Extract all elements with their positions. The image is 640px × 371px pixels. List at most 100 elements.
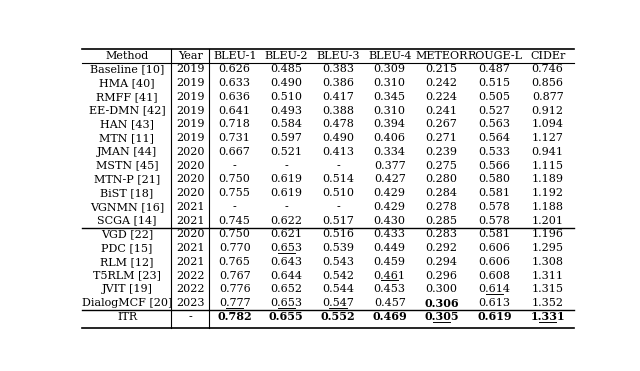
Text: 0.514: 0.514 (322, 174, 354, 184)
Text: 0.641: 0.641 (219, 106, 251, 116)
Text: BLEU-3: BLEU-3 (316, 51, 360, 61)
Text: 2022: 2022 (176, 285, 204, 295)
Text: MSTN [45]: MSTN [45] (95, 161, 158, 171)
Text: 2019: 2019 (176, 92, 204, 102)
Text: PDC [15]: PDC [15] (101, 243, 153, 253)
Text: 0.566: 0.566 (479, 161, 511, 171)
Text: -: - (188, 312, 192, 322)
Text: 0.580: 0.580 (479, 174, 511, 184)
Text: 0.777: 0.777 (219, 298, 250, 308)
Text: 0.750: 0.750 (219, 229, 251, 239)
Text: 0.755: 0.755 (219, 188, 251, 198)
Text: HMA [40]: HMA [40] (99, 78, 155, 88)
Text: 2021: 2021 (176, 257, 204, 267)
Text: METEOR: METEOR (415, 51, 468, 61)
Text: BLEU-4: BLEU-4 (368, 51, 412, 61)
Text: 0.597: 0.597 (271, 133, 302, 143)
Text: 2020: 2020 (176, 229, 204, 239)
Text: 2022: 2022 (176, 271, 204, 280)
Text: 0.285: 0.285 (426, 216, 458, 226)
Text: 0.271: 0.271 (426, 133, 458, 143)
Text: 0.306: 0.306 (424, 298, 459, 309)
Text: 0.633: 0.633 (219, 78, 251, 88)
Text: 0.750: 0.750 (219, 174, 251, 184)
Text: 0.267: 0.267 (426, 119, 458, 129)
Text: Year: Year (178, 51, 203, 61)
Text: 0.505: 0.505 (479, 92, 511, 102)
Text: JVIT [19]: JVIT [19] (102, 285, 152, 295)
Text: 2020: 2020 (176, 188, 204, 198)
Text: 0.294: 0.294 (426, 257, 458, 267)
Text: 0.215: 0.215 (426, 65, 458, 75)
Text: 0.449: 0.449 (374, 243, 406, 253)
Text: 0.430: 0.430 (374, 216, 406, 226)
Text: MTN-P [21]: MTN-P [21] (94, 174, 160, 184)
Text: 1.094: 1.094 (532, 119, 564, 129)
Text: BLEU-1: BLEU-1 (213, 51, 257, 61)
Text: 1.201: 1.201 (532, 216, 564, 226)
Text: 0.388: 0.388 (322, 106, 354, 116)
Text: 0.644: 0.644 (270, 271, 302, 280)
Text: 0.224: 0.224 (426, 92, 458, 102)
Text: 0.377: 0.377 (374, 161, 406, 171)
Text: Method: Method (106, 51, 148, 61)
Text: SCGA [14]: SCGA [14] (97, 216, 157, 226)
Text: 0.563: 0.563 (479, 119, 511, 129)
Text: VGD [22]: VGD [22] (101, 229, 153, 239)
Text: 0.490: 0.490 (322, 133, 354, 143)
Text: 0.614: 0.614 (479, 285, 511, 295)
Text: RLM [12]: RLM [12] (100, 257, 154, 267)
Text: 0.394: 0.394 (374, 119, 406, 129)
Text: 0.745: 0.745 (219, 216, 251, 226)
Text: 0.622: 0.622 (270, 216, 302, 226)
Text: 0.516: 0.516 (322, 229, 354, 239)
Text: 0.584: 0.584 (270, 119, 302, 129)
Text: 0.718: 0.718 (219, 119, 251, 129)
Text: 0.461: 0.461 (374, 271, 406, 280)
Text: 0.487: 0.487 (479, 65, 511, 75)
Text: 1.115: 1.115 (532, 161, 564, 171)
Text: 0.310: 0.310 (374, 106, 406, 116)
Text: 1.308: 1.308 (532, 257, 564, 267)
Text: 0.652: 0.652 (270, 285, 302, 295)
Text: Baseline [10]: Baseline [10] (90, 65, 164, 75)
Text: 0.776: 0.776 (219, 285, 250, 295)
Text: 0.383: 0.383 (322, 65, 354, 75)
Text: 0.515: 0.515 (479, 78, 511, 88)
Text: 0.621: 0.621 (270, 229, 302, 239)
Text: 0.296: 0.296 (426, 271, 458, 280)
Text: 2021: 2021 (176, 216, 204, 226)
Text: -: - (233, 161, 237, 171)
Text: 2019: 2019 (176, 133, 204, 143)
Text: 0.581: 0.581 (479, 229, 511, 239)
Text: 0.310: 0.310 (374, 78, 406, 88)
Text: -: - (233, 202, 237, 212)
Text: 0.746: 0.746 (532, 65, 564, 75)
Text: 0.626: 0.626 (219, 65, 251, 75)
Text: 0.544: 0.544 (322, 285, 354, 295)
Text: BLEU-2: BLEU-2 (264, 51, 308, 61)
Text: 0.608: 0.608 (479, 271, 511, 280)
Text: 2020: 2020 (176, 147, 204, 157)
Text: 0.283: 0.283 (426, 229, 458, 239)
Text: 2019: 2019 (176, 119, 204, 129)
Text: 1.196: 1.196 (532, 229, 564, 239)
Text: 0.278: 0.278 (426, 202, 458, 212)
Text: 1.188: 1.188 (532, 202, 564, 212)
Text: 0.510: 0.510 (322, 188, 354, 198)
Text: ROUGE-L: ROUGE-L (467, 51, 522, 61)
Text: 0.533: 0.533 (479, 147, 511, 157)
Text: 0.578: 0.578 (479, 216, 511, 226)
Text: 0.292: 0.292 (426, 243, 458, 253)
Text: 0.655: 0.655 (269, 311, 304, 322)
Text: 0.643: 0.643 (270, 257, 302, 267)
Text: EE-DMN [42]: EE-DMN [42] (88, 106, 165, 116)
Text: DialogMCF [20]: DialogMCF [20] (82, 298, 172, 308)
Text: 0.429: 0.429 (374, 188, 406, 198)
Text: 0.345: 0.345 (374, 92, 406, 102)
Text: 0.429: 0.429 (374, 202, 406, 212)
Text: 0.334: 0.334 (374, 147, 406, 157)
Text: 0.731: 0.731 (219, 133, 251, 143)
Text: 0.485: 0.485 (270, 65, 302, 75)
Text: 0.493: 0.493 (270, 106, 302, 116)
